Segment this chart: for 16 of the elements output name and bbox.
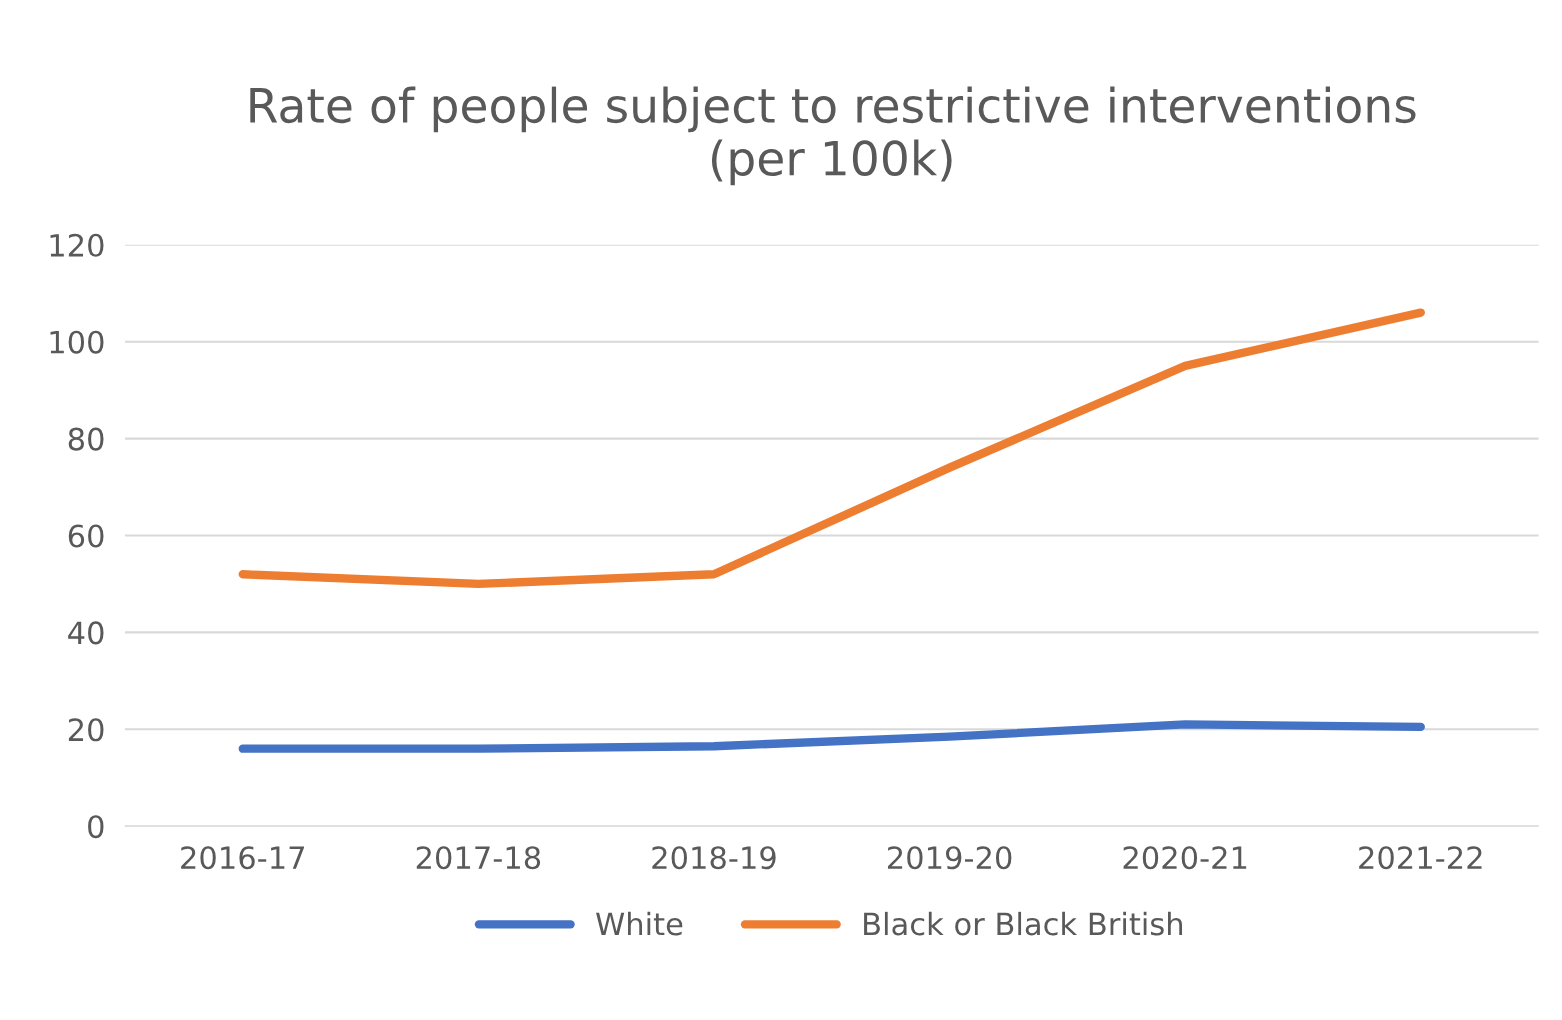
- x-tick-label: 2019-20: [887, 846, 1012, 870]
- x-tick-label: 2016-17: [181, 846, 304, 870]
- legend-label: White: [596, 911, 683, 936]
- y-tick-label: 40: [68, 621, 104, 645]
- x-tick-label: 2018-19: [652, 846, 776, 870]
- x-tick-label: 2021-22: [1359, 846, 1482, 870]
- y-tick-label: 80: [68, 427, 104, 451]
- chart-title: Rate of people subject to restrictive interventions (per 100k): [250, 86, 1416, 186]
- x-tick-label: 2020-21: [1123, 846, 1247, 870]
- legend-label: Black or Black British: [864, 911, 1183, 936]
- y-tick-label: 120: [50, 233, 104, 257]
- y-tick-label: 20: [68, 718, 104, 742]
- x-tick-label: 2017-18: [416, 846, 541, 870]
- y-tick-label: 0: [88, 815, 104, 839]
- y-tick-label: 100: [50, 330, 104, 354]
- y-tick-label: 60: [68, 524, 104, 548]
